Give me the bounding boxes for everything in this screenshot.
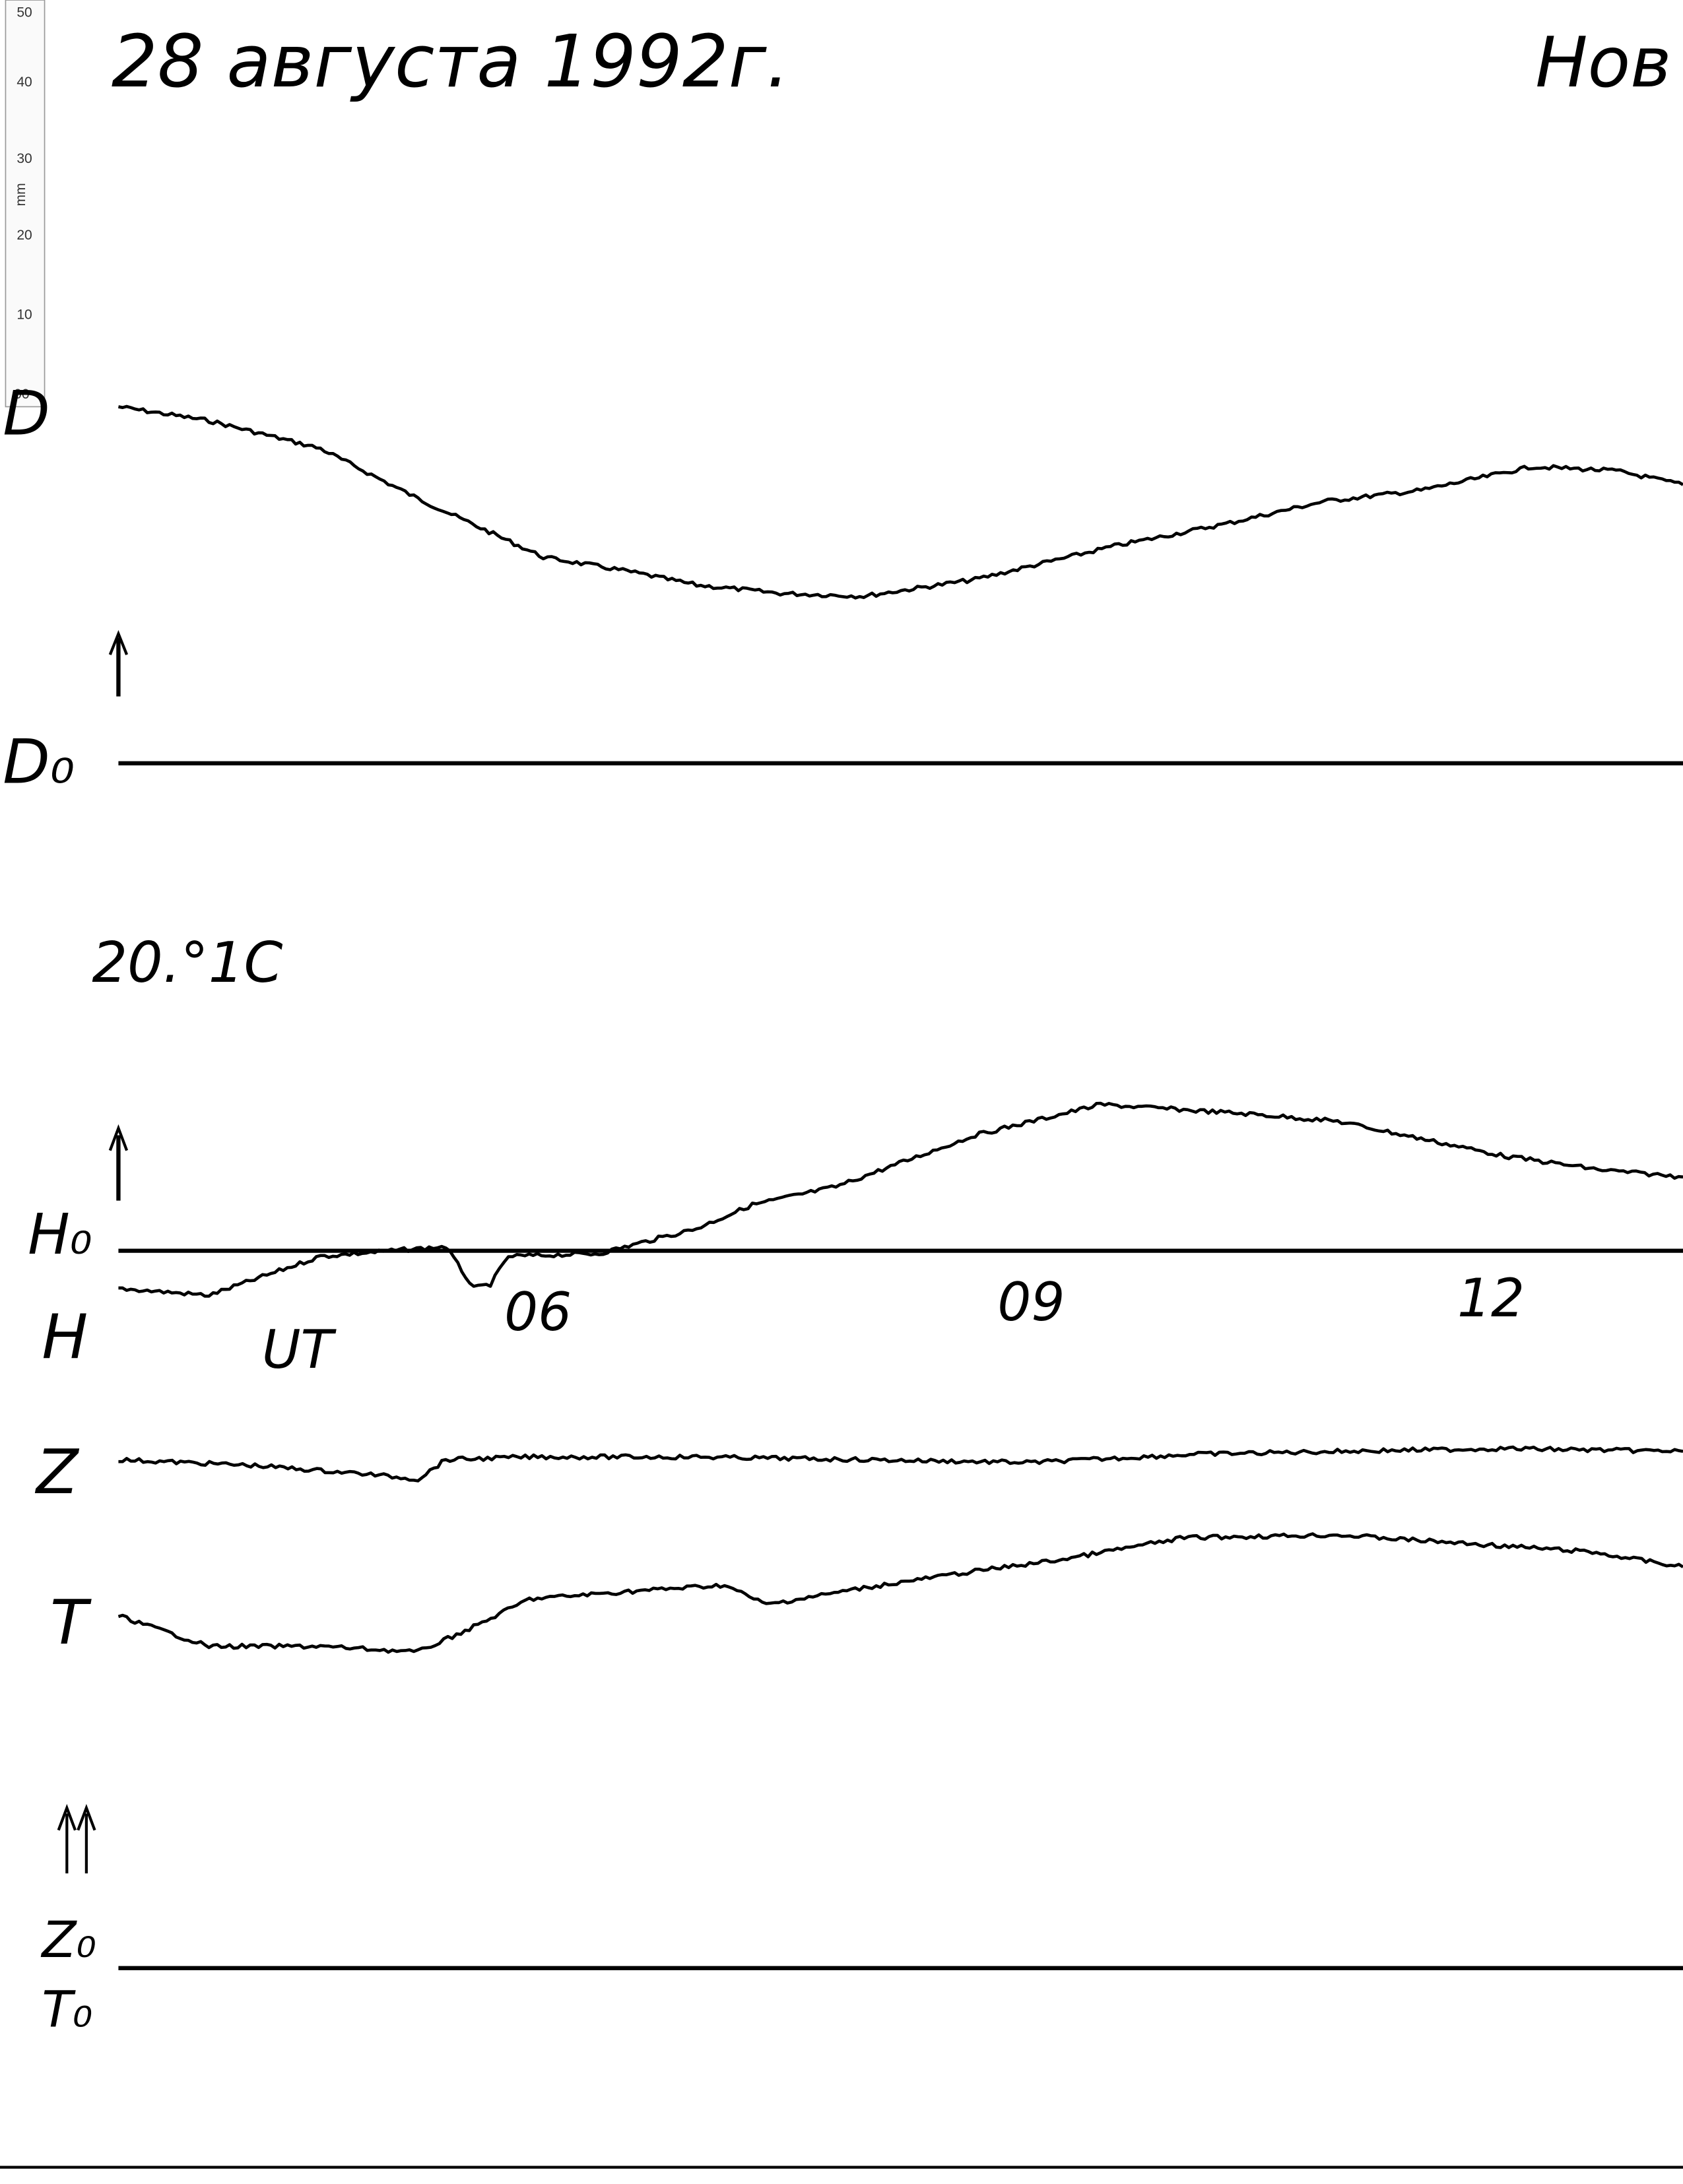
t-trace [117, 1532, 1683, 1654]
station: Нов [1535, 22, 1671, 103]
time-tick: 06 [504, 1281, 572, 1343]
time-unit: UT [262, 1319, 337, 1380]
ruler-label: 40 [16, 75, 32, 90]
label-z0: Z₀ [40, 1910, 96, 1969]
label-t0: T₀ [42, 1979, 92, 2038]
ruler-label: 00 [14, 387, 29, 402]
label-d0: D₀ [3, 726, 75, 797]
arrow-head [108, 1124, 129, 1151]
ruler-label: 10 [16, 307, 32, 322]
label-h: H [42, 1301, 88, 1372]
ruler-label: 30 [16, 151, 32, 166]
date: 28 августа 1992г. [112, 19, 789, 104]
label-t: T [50, 1587, 92, 1658]
d-trace [117, 404, 1683, 600]
h-trace [118, 1101, 1683, 1298]
label-h0: H₀ [28, 1202, 92, 1267]
ruler-label: 50 [16, 5, 32, 20]
arrow-head [57, 1804, 96, 1831]
z-trace [118, 1445, 1683, 1483]
label-d: D [3, 378, 50, 449]
arrow-head [108, 629, 129, 655]
ruler-label: 20 [16, 228, 32, 243]
time-tick: 12 [1457, 1268, 1525, 1329]
time-tick: 09 [997, 1271, 1065, 1333]
label-z: Z [34, 1436, 80, 1508]
ruler-body [5, 0, 46, 408]
ruler: 50 40 30 20 10 00 mm [5, 0, 46, 408]
ruler-unit: mm [13, 183, 28, 206]
temperature: 20.°1C [92, 930, 282, 995]
double-arrow [57, 1804, 96, 1874]
